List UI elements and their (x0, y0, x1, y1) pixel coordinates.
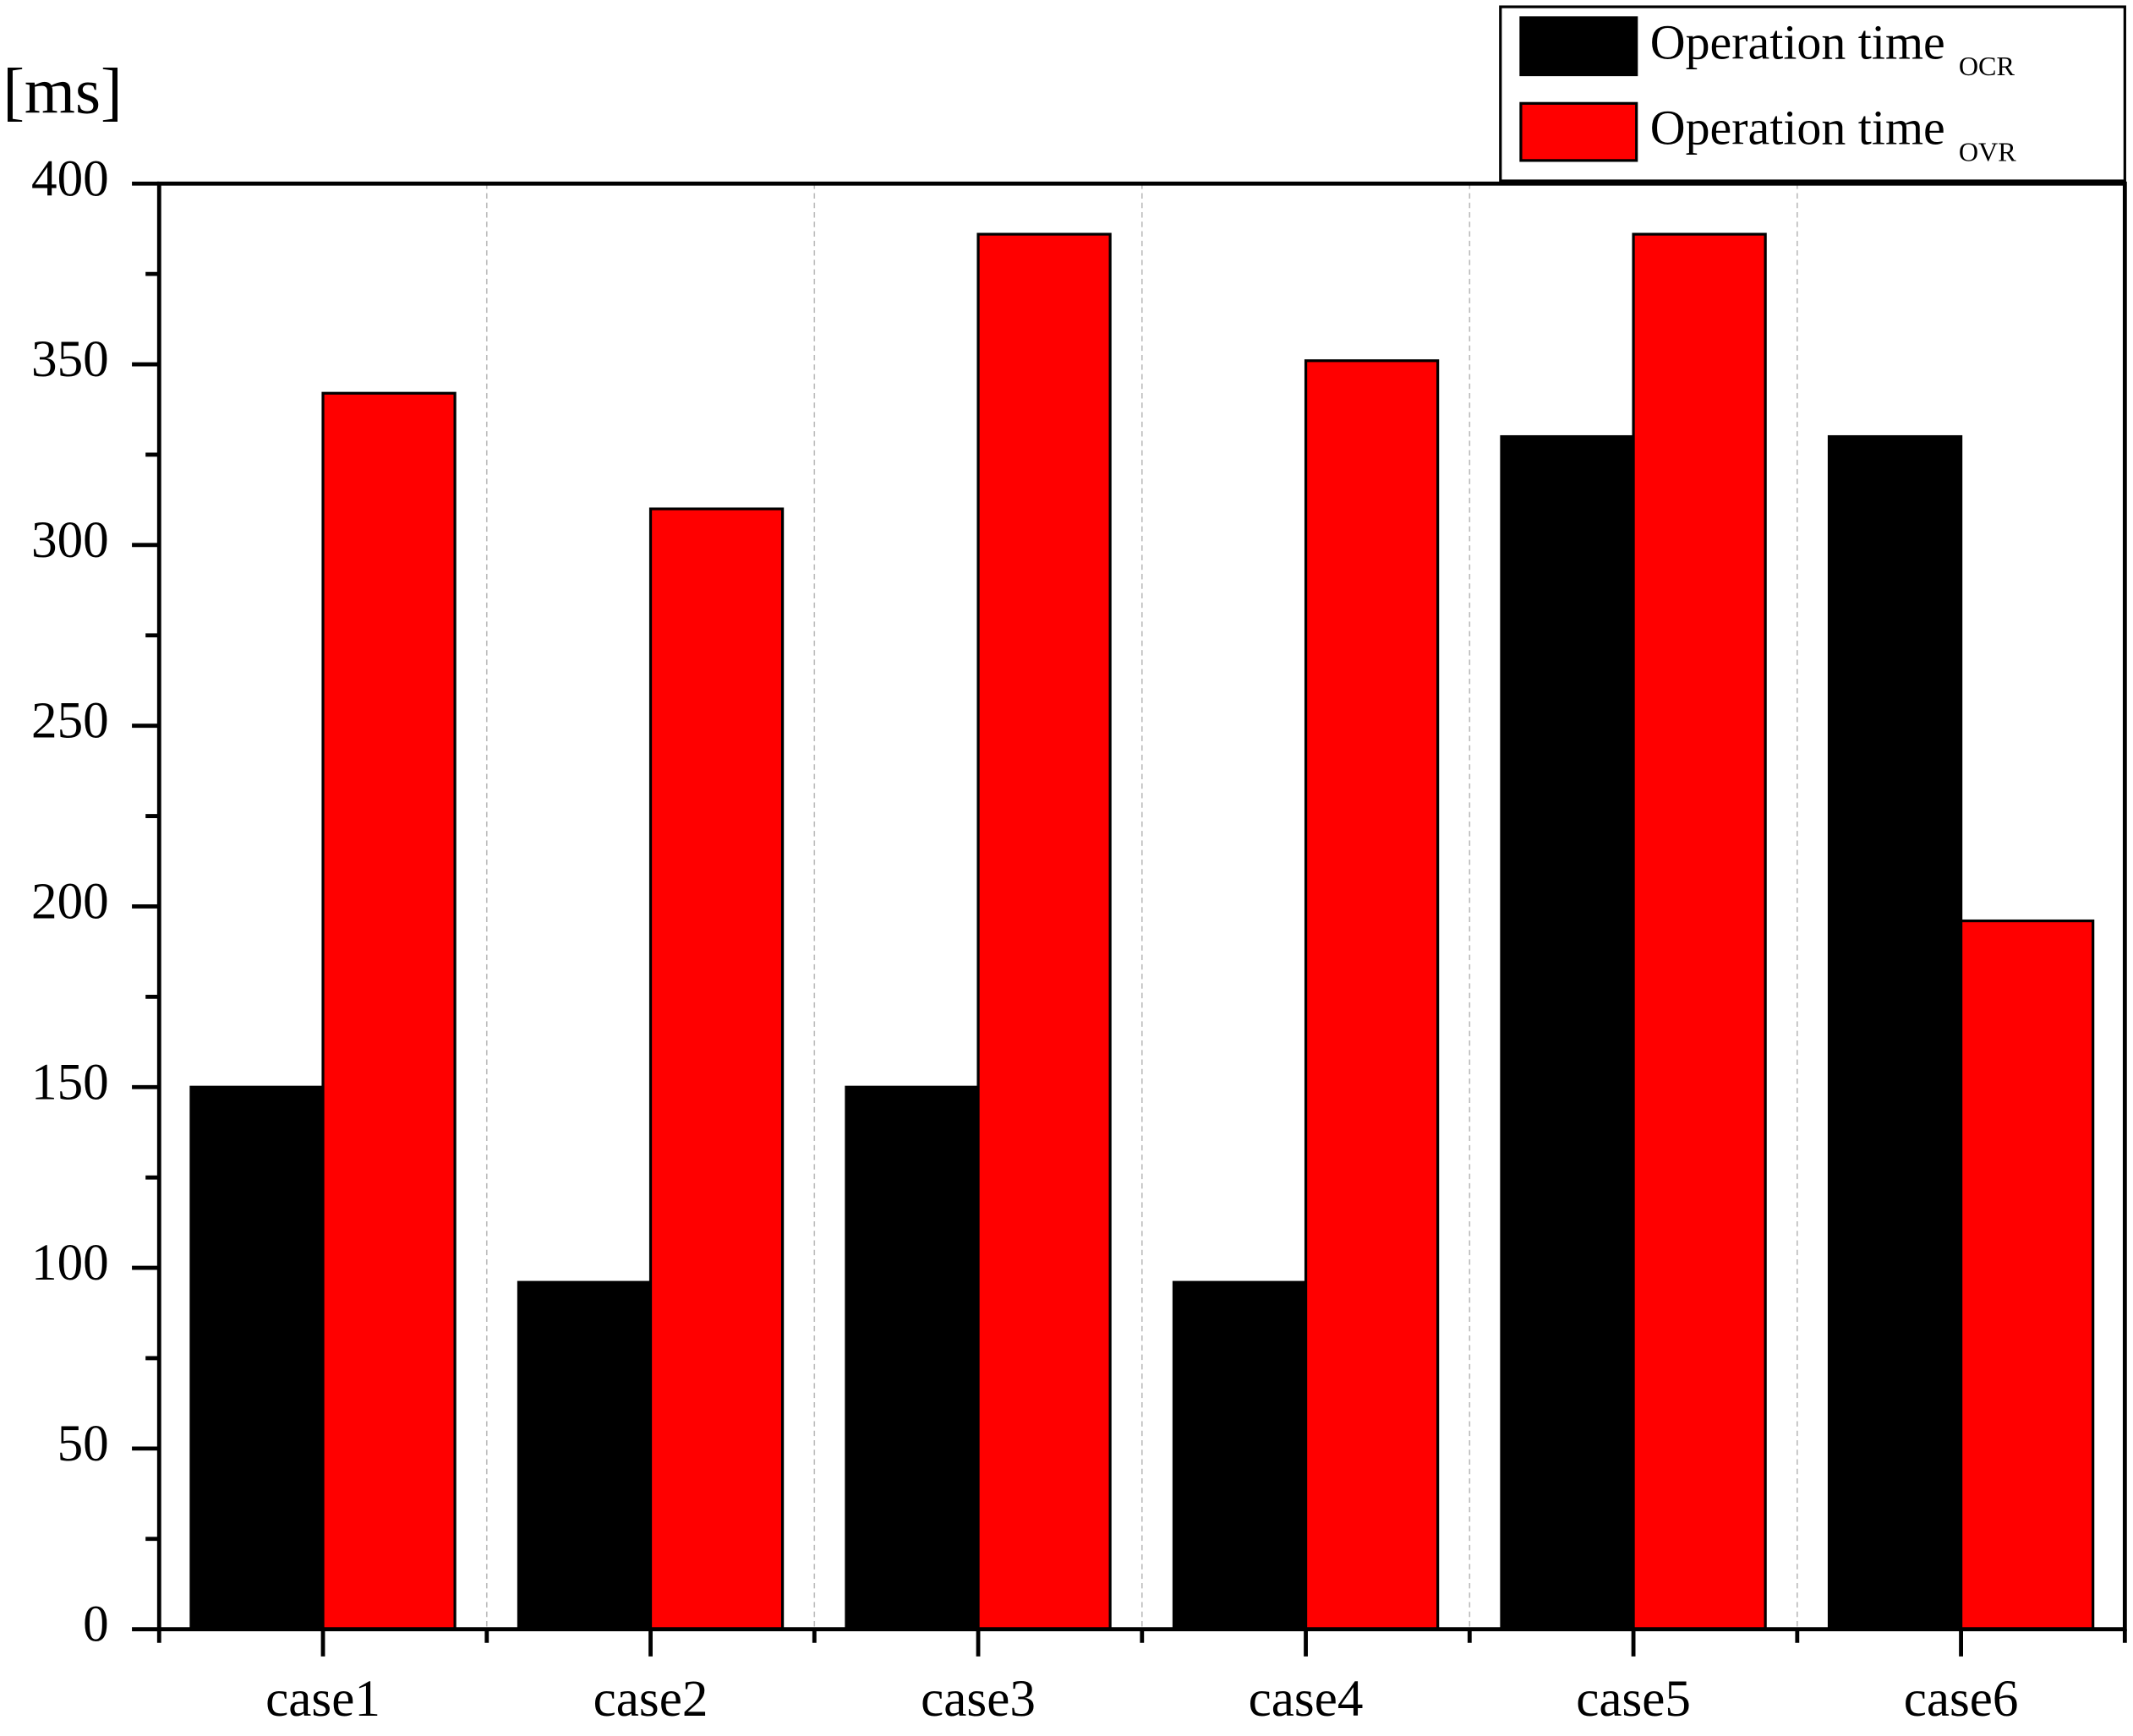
bar (648, 507, 785, 1631)
y-tick-label: 200 (31, 873, 109, 930)
x-tick-label: case1 (265, 1671, 380, 1728)
y-tick-label: 250 (31, 693, 109, 750)
bar (1500, 434, 1635, 1631)
bar (517, 1280, 653, 1631)
x-tick-label: case4 (1249, 1671, 1364, 1728)
legend-swatch (1519, 16, 1638, 77)
bar (1632, 232, 1767, 1631)
bar (1172, 1280, 1308, 1631)
legend-name: Operation time (1650, 101, 1945, 156)
x-tick-label: case5 (1576, 1671, 1691, 1728)
y-tick-label: 100 (31, 1235, 109, 1291)
plot-frame (156, 181, 2127, 1632)
bar (976, 232, 1112, 1631)
y-tick-label: 0 (83, 1597, 109, 1653)
bar (845, 1085, 980, 1631)
legend-label: Operation time OVR (1650, 101, 2016, 167)
bar (321, 391, 457, 1631)
bar (1304, 359, 1440, 1631)
bar (189, 1085, 325, 1631)
y-tick-label: 150 (31, 1054, 109, 1111)
y-tick-label: 400 (31, 150, 109, 207)
y-tick-label: 50 (57, 1416, 109, 1472)
legend-name: Operation time (1650, 15, 1945, 70)
legend-label: Operation time OCR (1650, 15, 2015, 82)
x-tick-label: case6 (1904, 1671, 2019, 1728)
x-tick-label: case3 (921, 1671, 1036, 1728)
legend-subscript: OCR (1959, 51, 2015, 81)
y-tick-label: 300 (31, 512, 109, 569)
y-tick-label: 350 (31, 331, 109, 388)
x-tick-label: case2 (593, 1671, 708, 1728)
y-axis-label: [ms] (3, 55, 123, 128)
legend-swatch (1519, 101, 1638, 162)
bar (1959, 919, 2095, 1631)
legend-subscript: OVR (1959, 137, 2016, 167)
bar (1827, 434, 1963, 1631)
